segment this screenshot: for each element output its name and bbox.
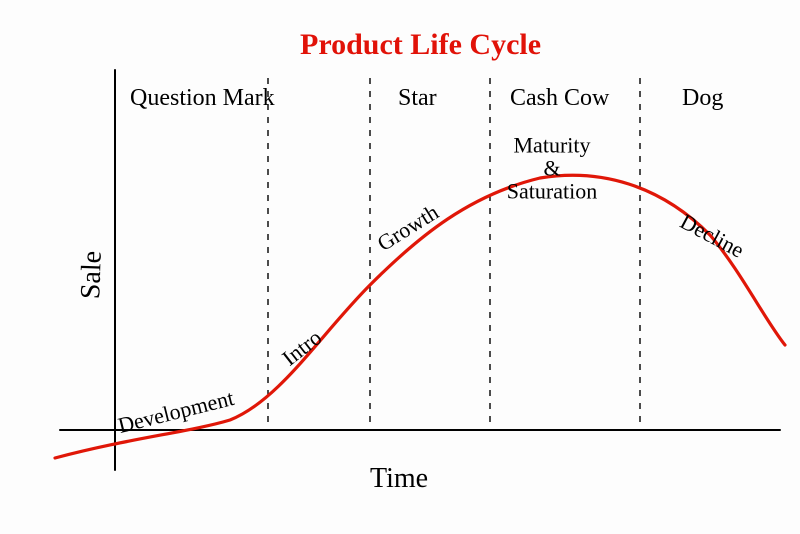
- stage-label: Maturity&Saturation: [507, 133, 597, 202]
- diagram-stage: Product Life Cycle Sale Time Question Ma…: [0, 0, 800, 534]
- quadrant-label: Dog: [682, 86, 723, 110]
- quadrant-label: Question Mark: [130, 86, 275, 110]
- quadrant-label: Cash Cow: [510, 86, 609, 110]
- chart-title: Product Life Cycle: [300, 30, 541, 60]
- background: [0, 0, 800, 534]
- quadrant-label: Star: [398, 86, 437, 110]
- y-axis-label: Sale: [77, 250, 107, 299]
- diagram-svg: [0, 0, 800, 534]
- x-axis-label: Time: [370, 465, 428, 493]
